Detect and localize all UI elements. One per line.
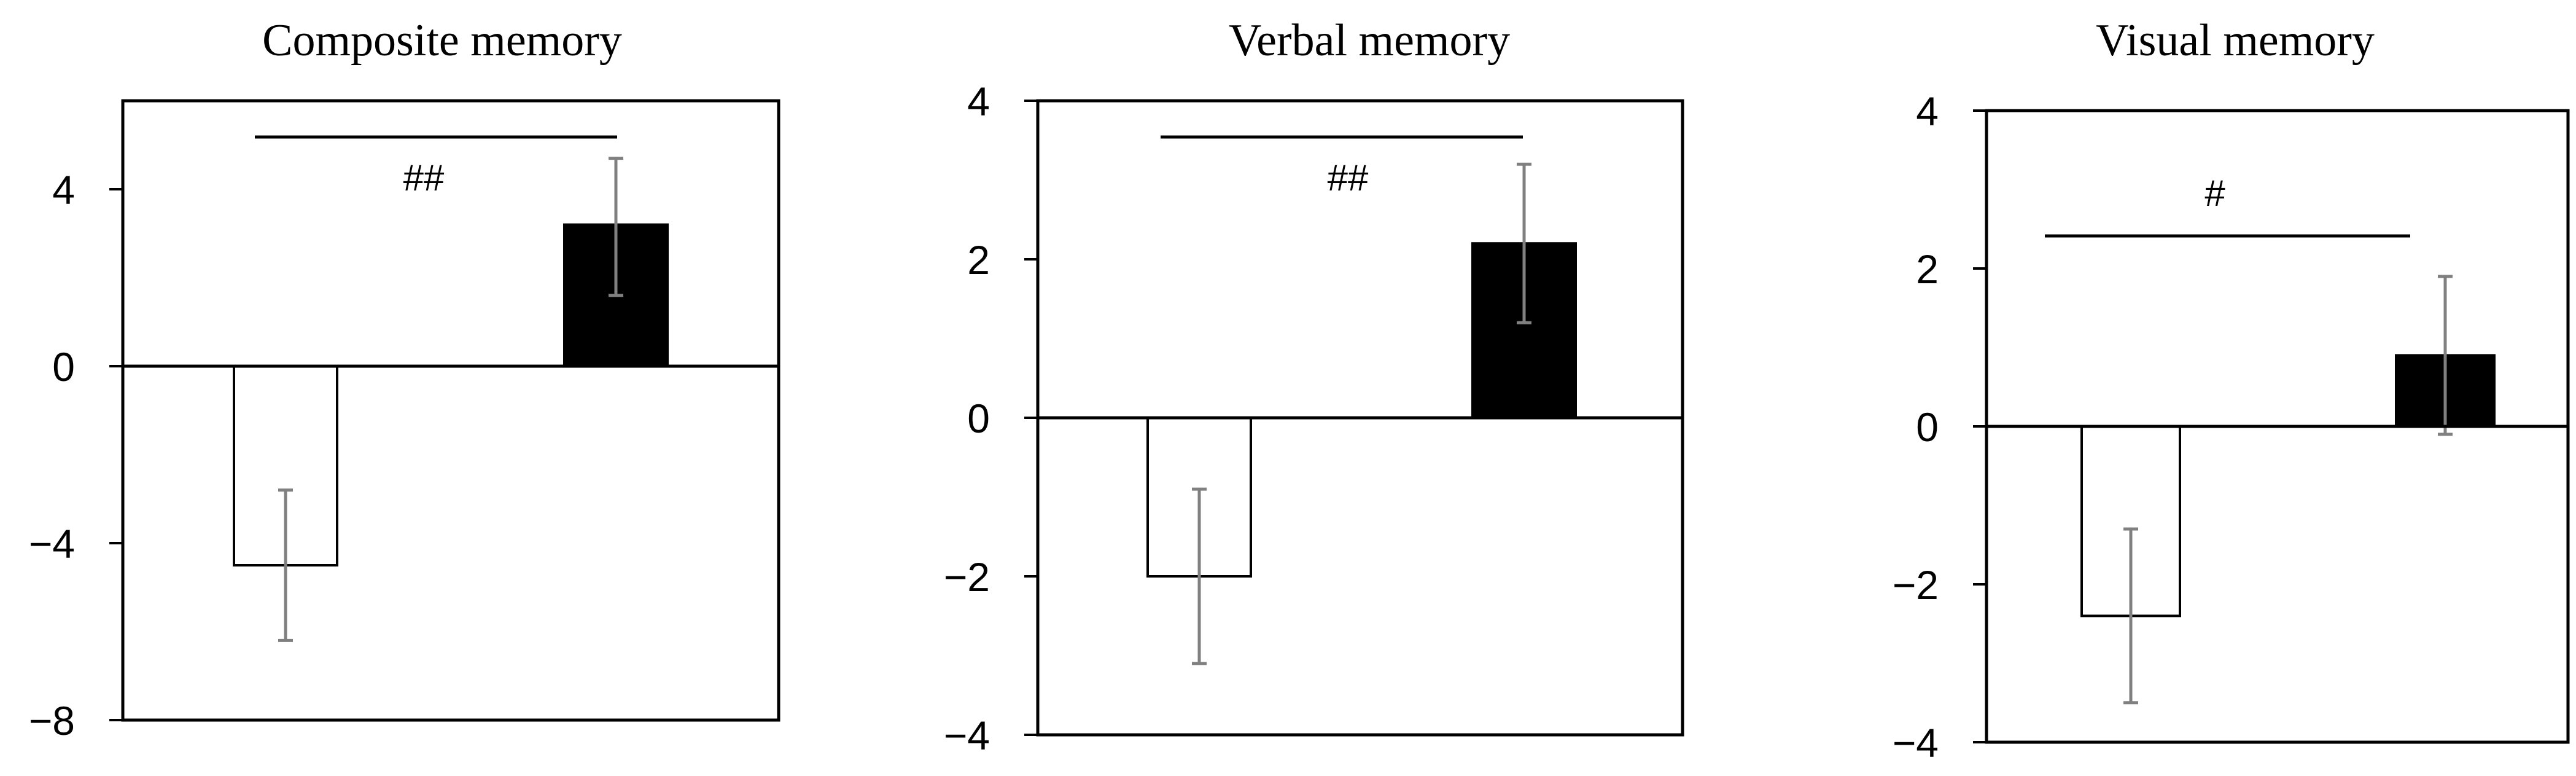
y-tick-label: −8	[29, 698, 75, 743]
y-tick-label: 2	[967, 237, 990, 283]
chart-title: Verbal memory	[1229, 15, 1510, 66]
y-tick-label: 4	[52, 167, 75, 213]
y-tick-label: −4	[944, 713, 990, 758]
chart-panel-1: Composite memory 4 0 −4 −8 ##	[29, 15, 780, 743]
significance-marker: ##	[403, 157, 445, 198]
y-tick-label: 0	[1916, 404, 1939, 450]
y-tick-label: −2	[1893, 562, 1939, 608]
significance-marker: ##	[1328, 157, 1369, 198]
chart-panel-3: Visual memory 4 2 0 −2 −4 #	[1893, 15, 2570, 766]
y-tick-label: −4	[1893, 720, 1939, 766]
chart-title: Composite memory	[262, 15, 622, 66]
y-tick-label: −2	[944, 554, 990, 600]
chart-title: Visual memory	[2096, 15, 2375, 66]
y-tick-label: 0	[52, 344, 75, 390]
y-tick-label: −4	[29, 521, 75, 566]
y-tick-label: 4	[967, 79, 990, 124]
chart-panel-2: Verbal memory 4 2 0 −2 −4 ##	[944, 15, 1684, 758]
plot-frame	[121, 99, 780, 722]
y-tick-label: 0	[967, 396, 990, 441]
y-tick-label: 2	[1916, 246, 1939, 292]
significance-marker: #	[2204, 173, 2225, 214]
y-tick-label: 4	[1916, 88, 1939, 134]
